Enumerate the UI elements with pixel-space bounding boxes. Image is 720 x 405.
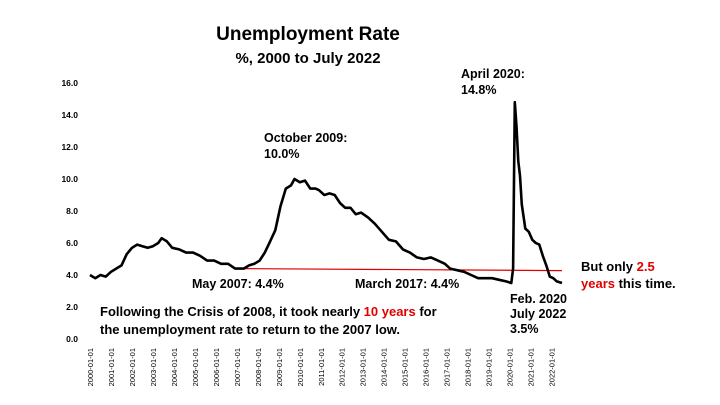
- x-tick-label: 2013-01-01: [359, 348, 368, 386]
- x-tick-label: 2021-01-01: [527, 348, 536, 386]
- annotation-march-2017: March 2017: 4.4%: [355, 277, 460, 291]
- footnote-highlight: 10 years: [363, 304, 416, 319]
- y-tick-label: 16.0: [61, 78, 78, 88]
- footnote-a: Following the Crisis of 2008, it took ne…: [100, 304, 364, 319]
- x-tick-label: 2019-01-01: [485, 348, 494, 386]
- x-tick-label: 2017-01-01: [443, 348, 452, 386]
- x-axis: 2000-01-01 2001-01-01 2002-01-01 2003-01-01…: [86, 348, 557, 386]
- y-axis: 0.0 2.0 4.0 6.0 8.0 10.0 12.0 14.0 16.0: [61, 78, 78, 344]
- x-tick-label: 2018-01-01: [464, 348, 473, 386]
- x-tick-label: 2011-01-01: [317, 348, 326, 386]
- reference-line-2007-low: [243, 268, 563, 272]
- footnote-line2: the unemployment rate to return to the 2…: [100, 322, 401, 337]
- y-tick-label: 10.0: [61, 174, 78, 184]
- x-tick-label: 2004-01-01: [170, 348, 179, 386]
- annotation-october-2009-label: October 2009:: [264, 131, 348, 145]
- right-note-highlight-years: years: [581, 276, 615, 291]
- annotation-3-5-value: 3.5%: [510, 322, 539, 336]
- x-tick-label: 2009-01-01: [275, 348, 284, 386]
- x-tick-label: 2000-01-01: [86, 348, 95, 386]
- right-note-highlight-number: 2.5: [636, 259, 655, 274]
- right-note-a: But only: [581, 259, 637, 274]
- annotation-may-2007: May 2007: 4.4%: [192, 277, 284, 291]
- x-tick-label: 2012-01-01: [338, 348, 347, 386]
- x-tick-label: 2007-01-01: [233, 348, 242, 386]
- chart-title: Unemployment Rate: [216, 24, 400, 45]
- x-tick-label: 2002-01-01: [128, 348, 137, 386]
- y-tick-label: 12.0: [61, 142, 78, 152]
- footnote-c: for: [415, 304, 437, 319]
- chart-subtitle: %, 2000 to July 2022: [235, 50, 381, 67]
- y-tick-label: 0.0: [66, 334, 78, 344]
- x-tick-label: 2005-01-01: [191, 348, 200, 386]
- annotation-april-2020: April 2020: 14.8%: [461, 66, 525, 98]
- annotation-october-2009-value: 10.0%: [264, 147, 300, 161]
- y-tick-label: 8.0: [66, 206, 78, 216]
- x-tick-label: 2010-01-01: [296, 348, 305, 386]
- annotation-july-2022-label: July 2022: [510, 307, 567, 321]
- x-tick-label: 2001-01-01: [107, 348, 116, 386]
- y-tick-label: 6.0: [66, 238, 78, 248]
- x-tick-label: 2006-01-01: [212, 348, 221, 386]
- y-tick-label: 14.0: [61, 110, 78, 120]
- annotation-april-2020-label: April 2020:: [461, 67, 525, 81]
- y-tick-label: 2.0: [66, 302, 78, 312]
- x-tick-label: 2008-01-01: [254, 348, 263, 386]
- x-tick-label: 2022-01-01: [548, 348, 557, 386]
- annotation-october-2009: October 2009: 10.0%: [264, 130, 347, 162]
- footnote: Following the Crisis of 2008, it took ne…: [100, 303, 437, 339]
- x-tick-label: 2015-01-01: [401, 348, 410, 386]
- annotation-feb-2020: Feb. 2020 July 2022 3.5%: [510, 292, 567, 337]
- x-tick-label: 2014-01-01: [380, 348, 389, 386]
- x-tick-label: 2016-01-01: [422, 348, 431, 386]
- x-tick-label: 2020-01-01: [506, 348, 515, 386]
- series-line-unemployment: [89, 100, 563, 285]
- annotation-right-note: But only 2.5 years this time.: [581, 258, 676, 292]
- annotation-feb-2020-label: Feb. 2020: [510, 292, 567, 306]
- annotation-april-2020-value: 14.8%: [461, 83, 497, 97]
- y-tick-label: 4.0: [66, 270, 78, 280]
- right-note-d: this time.: [614, 276, 676, 291]
- x-tick-label: 2003-01-01: [149, 348, 158, 386]
